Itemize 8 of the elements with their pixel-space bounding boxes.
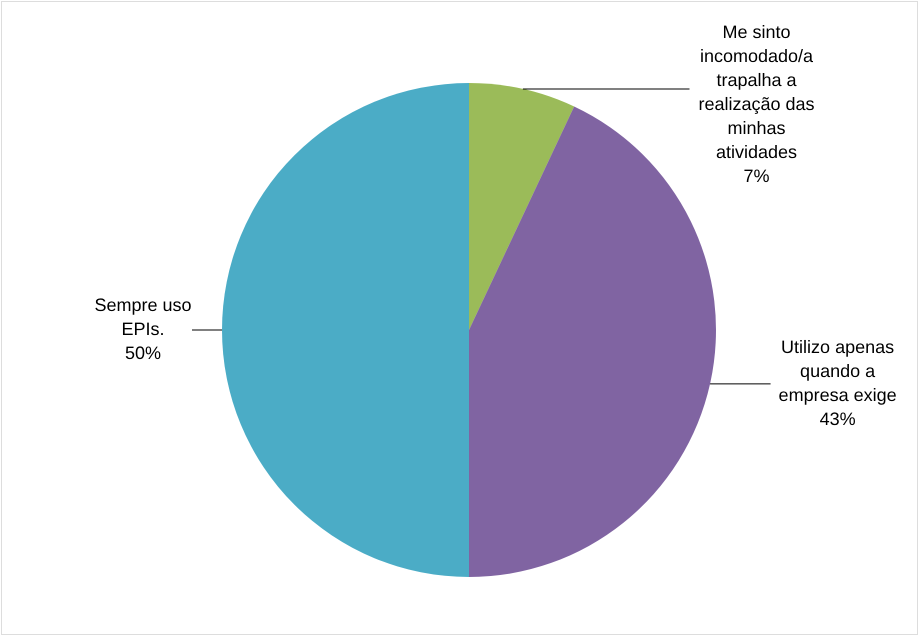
slice-label: Me sinto incomodado/a trapalha a realização das minhas atividades	[698, 22, 815, 162]
slice-label: Utilizo apenas quando a empresa exige	[778, 336, 897, 405]
pie-slice	[469, 83, 574, 330]
data-label: 50%	[124, 343, 162, 363]
data-label: 43%	[820, 408, 856, 429]
slice-label: Sempre uso EPIs.	[94, 295, 192, 339]
pie-slice	[222, 83, 469, 577]
data-label: 7%	[744, 166, 770, 186]
